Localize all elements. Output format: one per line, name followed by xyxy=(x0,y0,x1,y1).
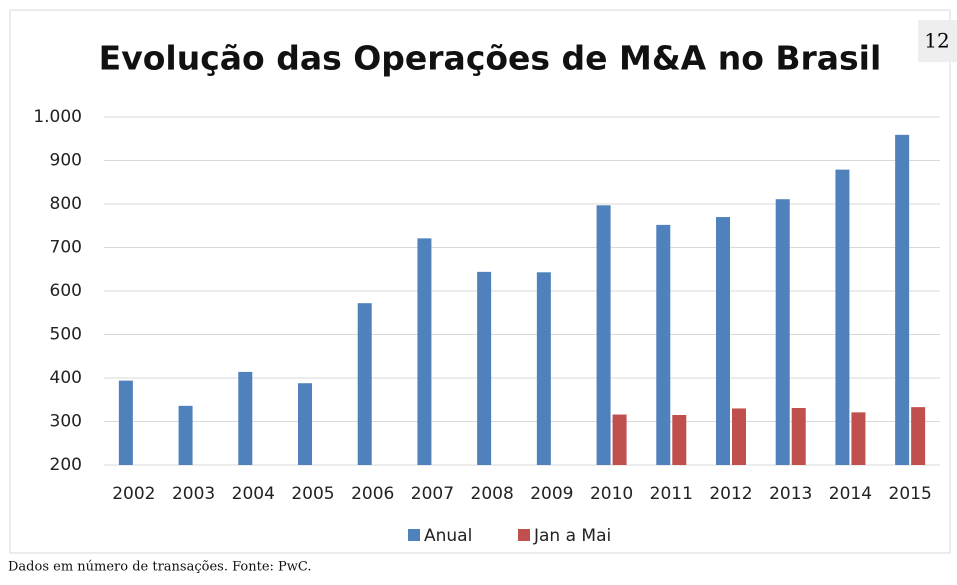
x-tick-label: 2015 xyxy=(889,484,932,504)
x-tick-label: 2014 xyxy=(829,484,872,504)
bar xyxy=(911,407,926,465)
x-tick-label: 2004 xyxy=(232,484,275,504)
chart-frame xyxy=(9,9,951,554)
page-number: 12 xyxy=(924,29,949,53)
y-tick-label: 600 xyxy=(50,281,82,301)
bar xyxy=(477,271,492,465)
legend-swatch xyxy=(408,529,420,541)
bar xyxy=(612,414,627,465)
x-tick-label: 2013 xyxy=(769,484,812,504)
bar xyxy=(895,134,910,465)
bar xyxy=(656,224,671,465)
bar xyxy=(851,412,866,465)
x-tick-label: 2003 xyxy=(172,484,215,504)
bar xyxy=(672,414,687,465)
x-tick-label: 2011 xyxy=(650,484,693,504)
y-tick-label: 400 xyxy=(50,368,82,388)
bar xyxy=(118,380,133,465)
chart-title: Evolução das Operações de M&A no Brasil xyxy=(99,39,882,78)
bar xyxy=(791,408,806,465)
y-tick-label: 800 xyxy=(50,194,82,214)
y-tick-label: 200 xyxy=(50,455,82,475)
bar xyxy=(178,405,193,465)
y-tick-label: 900 xyxy=(50,151,82,171)
legend-label: Jan a Mai xyxy=(533,526,611,546)
y-tick-label: 700 xyxy=(50,238,82,258)
bar xyxy=(775,199,790,465)
x-tick-label: 2008 xyxy=(471,484,514,504)
x-tick-label: 2007 xyxy=(411,484,454,504)
y-tick-label: 1.000 xyxy=(33,107,82,127)
bar xyxy=(716,217,730,465)
bar xyxy=(536,272,551,465)
x-tick-label: 2009 xyxy=(530,484,573,504)
x-tick-label: 2010 xyxy=(590,484,633,504)
bar xyxy=(417,238,432,465)
legend-swatch xyxy=(518,529,530,541)
x-tick-label: 2012 xyxy=(709,484,752,504)
bar xyxy=(835,169,850,465)
y-tick-label: 500 xyxy=(50,325,82,345)
x-tick-label: 2006 xyxy=(351,484,394,504)
page-number-box xyxy=(918,20,957,62)
y-tick-label: 300 xyxy=(50,412,82,432)
bar xyxy=(238,371,253,465)
legend-label: Anual xyxy=(424,526,472,546)
bar xyxy=(596,205,611,465)
x-tick-label: 2002 xyxy=(112,484,155,504)
footnote: Dados em número de transações. Fonte: Pw… xyxy=(8,560,312,575)
bar xyxy=(732,408,746,465)
bar xyxy=(357,303,372,465)
bar xyxy=(298,383,312,465)
x-tick-label: 2005 xyxy=(291,484,334,504)
